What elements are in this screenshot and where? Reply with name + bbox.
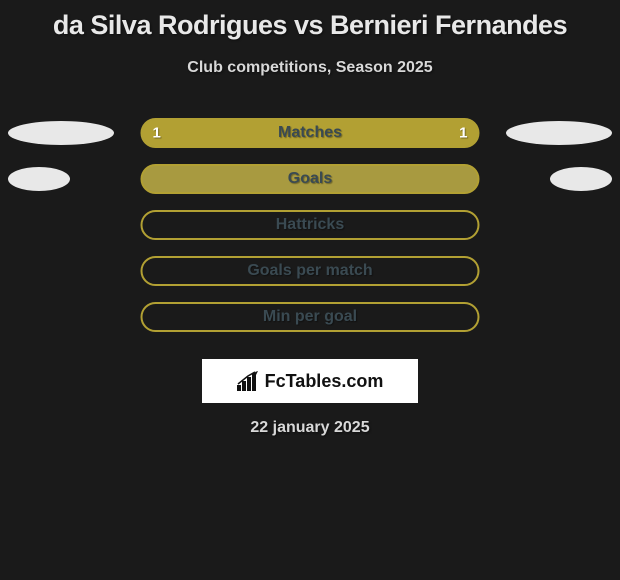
comparison-row: Goals per match <box>0 253 620 299</box>
comparison-row: Min per goal <box>0 299 620 345</box>
subtitle: Club competitions, Season 2025 <box>0 59 620 77</box>
comparison-row: 1 1 Matches <box>0 115 620 161</box>
bar-label: Hattricks <box>276 216 344 234</box>
logo-text: FcTables.com <box>265 371 384 392</box>
bar-label: Goals per match <box>247 262 372 280</box>
page-title: da Silva Rodrigues vs Bernieri Fernandes <box>0 0 620 41</box>
right-ellipse <box>550 167 612 191</box>
date-text: 22 january 2025 <box>0 419 620 437</box>
bar-label: Goals <box>288 170 332 188</box>
bar-label: Matches <box>278 124 342 142</box>
stat-bar: 1 1 Matches <box>141 118 480 148</box>
bar-value-left: 1 <box>153 125 161 142</box>
right-ellipse <box>506 121 612 145</box>
comparison-rows: 1 1 Matches Goals Hattricks Goals per match Mi… <box>0 115 620 345</box>
stat-bar: Goals <box>141 164 480 194</box>
stat-bar: Hattricks <box>141 210 480 240</box>
logo-box: FcTables.com <box>202 359 418 403</box>
fctables-logo: FcTables.com <box>237 371 384 392</box>
bar-value-right: 1 <box>459 125 467 142</box>
left-ellipse <box>8 121 114 145</box>
stat-bar: Goals per match <box>141 256 480 286</box>
chart-icon <box>237 371 261 391</box>
stat-bar: Min per goal <box>141 302 480 332</box>
left-ellipse <box>8 167 70 191</box>
comparison-row: Goals <box>0 161 620 207</box>
bar-label: Min per goal <box>263 308 357 326</box>
comparison-row: Hattricks <box>0 207 620 253</box>
